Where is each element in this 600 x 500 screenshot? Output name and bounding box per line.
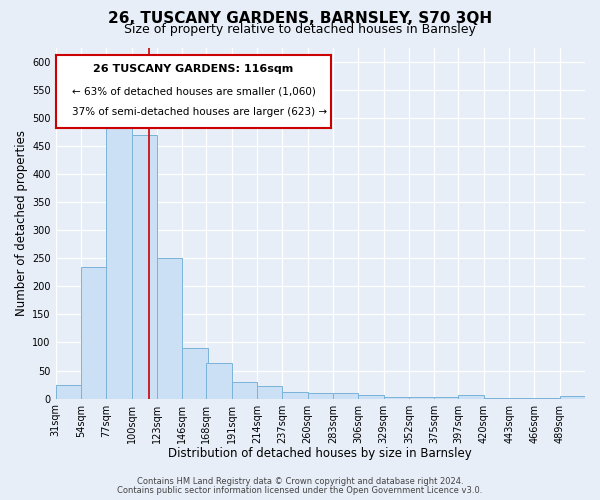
Bar [458, 394, 484, 398]
X-axis label: Distribution of detached houses by size in Barnsley: Distribution of detached houses by size … [169, 447, 472, 460]
Text: 26, TUSCANY GARDENS, BARNSLEY, S70 3QH: 26, TUSCANY GARDENS, BARNSLEY, S70 3QH [108, 11, 492, 26]
Bar [131, 134, 157, 398]
Bar [358, 394, 383, 398]
Bar [206, 363, 232, 398]
Bar [232, 382, 257, 398]
Bar [81, 266, 106, 398]
Bar [308, 393, 333, 398]
Y-axis label: Number of detached properties: Number of detached properties [15, 130, 28, 316]
Text: Contains HM Land Registry data © Crown copyright and database right 2024.: Contains HM Land Registry data © Crown c… [137, 478, 463, 486]
Bar [283, 392, 308, 398]
Bar [182, 348, 208, 399]
Bar [157, 258, 182, 398]
Bar [560, 396, 585, 398]
Bar [106, 124, 131, 398]
Bar [56, 384, 81, 398]
Bar [383, 397, 409, 398]
Text: Contains public sector information licensed under the Open Government Licence v3: Contains public sector information licen… [118, 486, 482, 495]
Bar [333, 393, 358, 398]
Bar [257, 386, 283, 398]
Text: Size of property relative to detached houses in Barnsley: Size of property relative to detached ho… [124, 24, 476, 36]
